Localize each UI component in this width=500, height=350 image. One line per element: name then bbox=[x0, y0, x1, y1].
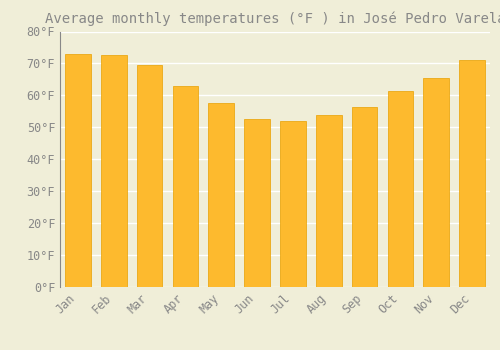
Bar bbox=[101, 55, 126, 287]
Bar bbox=[136, 65, 162, 287]
Bar bbox=[172, 86, 199, 287]
Bar bbox=[316, 114, 342, 287]
Bar bbox=[459, 60, 485, 287]
Bar bbox=[388, 91, 413, 287]
Bar bbox=[65, 54, 91, 287]
Bar bbox=[244, 119, 270, 287]
Bar bbox=[352, 106, 378, 287]
Bar bbox=[424, 78, 449, 287]
Bar bbox=[208, 103, 234, 287]
Title: Average monthly temperatures (°F ) in José Pedro Varela: Average monthly temperatures (°F ) in Jo… bbox=[44, 12, 500, 26]
Bar bbox=[280, 121, 306, 287]
